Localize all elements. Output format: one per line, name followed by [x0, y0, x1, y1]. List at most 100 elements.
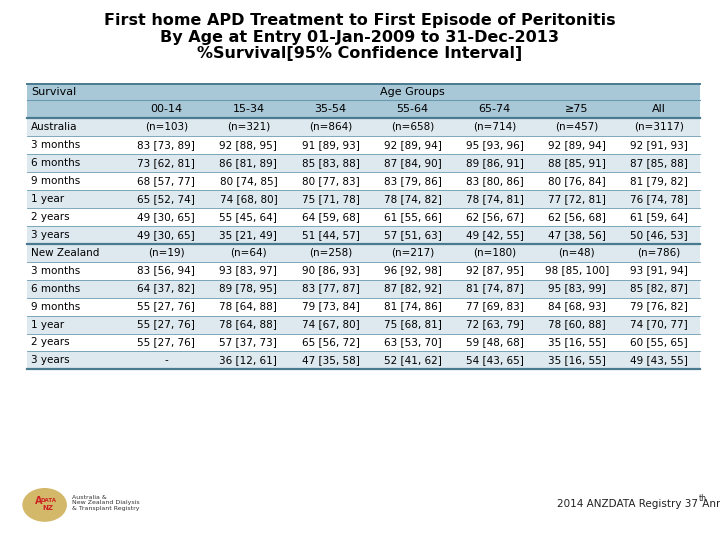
- Text: 00-14: 00-14: [150, 104, 182, 114]
- Text: 93 [91, 94]: 93 [91, 94]: [630, 266, 688, 275]
- Text: 35 [21, 49]: 35 [21, 49]: [220, 230, 277, 240]
- Text: (n=3117): (n=3117): [634, 122, 684, 132]
- Bar: [27, 207, 700, 226]
- Text: 95 [83, 99]: 95 [83, 99]: [548, 284, 606, 294]
- Bar: [27, 226, 700, 244]
- Text: 47 [35, 58]: 47 [35, 58]: [302, 355, 359, 366]
- Text: 55 [27, 76]: 55 [27, 76]: [138, 320, 195, 329]
- Text: 2 years: 2 years: [31, 212, 70, 221]
- Bar: [27, 84, 700, 100]
- Text: 96 [92, 98]: 96 [92, 98]: [384, 266, 441, 275]
- Text: 95 [93, 96]: 95 [93, 96]: [466, 140, 523, 150]
- Text: (n=457): (n=457): [555, 122, 598, 132]
- Text: (n=19): (n=19): [148, 247, 184, 258]
- Text: Australia: Australia: [31, 122, 78, 132]
- Text: 35-54: 35-54: [315, 104, 346, 114]
- Text: 73 [62, 81]: 73 [62, 81]: [138, 158, 195, 168]
- Text: 65-74: 65-74: [479, 104, 510, 114]
- Text: 87 [84, 90]: 87 [84, 90]: [384, 158, 441, 168]
- Text: (n=321): (n=321): [227, 122, 270, 132]
- Text: 61 [59, 64]: 61 [59, 64]: [630, 212, 688, 221]
- Text: (n=258): (n=258): [309, 247, 352, 258]
- Text: 50 [46, 53]: 50 [46, 53]: [630, 230, 688, 240]
- Bar: [27, 261, 700, 280]
- Text: 3 months: 3 months: [31, 266, 80, 275]
- Text: 83 [77, 87]: 83 [77, 87]: [302, 284, 359, 294]
- Text: 92 [87, 95]: 92 [87, 95]: [466, 266, 523, 275]
- Text: 2 years: 2 years: [31, 338, 70, 348]
- Text: By Age at Entry 01-Jan-2009 to 31-Dec-2013: By Age at Entry 01-Jan-2009 to 31-Dec-20…: [161, 30, 559, 45]
- Text: 62 [56, 67]: 62 [56, 67]: [466, 212, 523, 221]
- Text: 51 [44, 57]: 51 [44, 57]: [302, 230, 359, 240]
- Bar: [27, 172, 700, 190]
- Bar: [27, 154, 700, 172]
- Text: 89 [78, 95]: 89 [78, 95]: [220, 284, 277, 294]
- Text: 68 [57, 77]: 68 [57, 77]: [138, 176, 195, 186]
- Text: 74 [70, 77]: 74 [70, 77]: [630, 320, 688, 329]
- Text: 98 [85, 100]: 98 [85, 100]: [544, 266, 609, 275]
- Text: (n=180): (n=180): [473, 247, 516, 258]
- Text: 60 [55, 65]: 60 [55, 65]: [630, 338, 688, 348]
- Text: (n=714): (n=714): [473, 122, 516, 132]
- Text: 64 [59, 68]: 64 [59, 68]: [302, 212, 359, 221]
- Bar: [27, 136, 700, 154]
- Text: 47 [38, 56]: 47 [38, 56]: [548, 230, 606, 240]
- Text: 1 year: 1 year: [31, 194, 64, 204]
- Text: 59 [48, 68]: 59 [48, 68]: [466, 338, 523, 348]
- Text: 76 [74, 78]: 76 [74, 78]: [630, 194, 688, 204]
- Text: All: All: [652, 104, 666, 114]
- Text: (n=864): (n=864): [309, 122, 352, 132]
- Text: 61 [55, 66]: 61 [55, 66]: [384, 212, 441, 221]
- Text: 87 [82, 92]: 87 [82, 92]: [384, 284, 441, 294]
- Text: 79 [76, 82]: 79 [76, 82]: [630, 301, 688, 312]
- Text: Survival: Survival: [31, 87, 76, 97]
- Text: 6 months: 6 months: [31, 158, 80, 168]
- Text: th: th: [698, 494, 706, 503]
- Text: 81 [79, 82]: 81 [79, 82]: [630, 176, 688, 186]
- Text: Australia &: Australia &: [72, 495, 107, 500]
- Text: 55-64: 55-64: [397, 104, 428, 114]
- Text: 64 [37, 82]: 64 [37, 82]: [138, 284, 195, 294]
- Text: %Survival[95% Confidence Interval]: %Survival[95% Confidence Interval]: [197, 46, 523, 61]
- Text: DATA: DATA: [40, 498, 56, 503]
- Text: 55 [27, 76]: 55 [27, 76]: [138, 338, 195, 348]
- Text: (n=217): (n=217): [391, 247, 434, 258]
- Circle shape: [23, 489, 66, 521]
- Text: (n=658): (n=658): [391, 122, 434, 132]
- Text: 84 [68, 93]: 84 [68, 93]: [548, 301, 606, 312]
- Text: 85 [83, 88]: 85 [83, 88]: [302, 158, 359, 168]
- Text: 83 [56, 94]: 83 [56, 94]: [138, 266, 195, 275]
- Text: 57 [37, 73]: 57 [37, 73]: [220, 338, 277, 348]
- Text: 83 [73, 89]: 83 [73, 89]: [138, 140, 195, 150]
- Text: 49 [30, 65]: 49 [30, 65]: [138, 230, 195, 240]
- Text: (n=786): (n=786): [637, 247, 680, 258]
- Text: 88 [85, 91]: 88 [85, 91]: [548, 158, 606, 168]
- Text: & Transplant Registry: & Transplant Registry: [72, 505, 140, 511]
- Text: 78 [74, 81]: 78 [74, 81]: [466, 194, 523, 204]
- Bar: [27, 298, 700, 315]
- Text: 9 months: 9 months: [31, 301, 80, 312]
- Bar: [27, 118, 700, 136]
- Text: 52 [41, 62]: 52 [41, 62]: [384, 355, 441, 366]
- Text: 86 [81, 89]: 86 [81, 89]: [220, 158, 277, 168]
- Text: 3 years: 3 years: [31, 230, 70, 240]
- Text: 49 [30, 65]: 49 [30, 65]: [138, 212, 195, 221]
- Text: 81 [74, 87]: 81 [74, 87]: [466, 284, 523, 294]
- Text: (n=103): (n=103): [145, 122, 188, 132]
- Text: ≥75: ≥75: [565, 104, 588, 114]
- Text: Age Groups: Age Groups: [380, 87, 445, 97]
- Text: 85 [82, 87]: 85 [82, 87]: [630, 284, 688, 294]
- Text: New Zealand: New Zealand: [31, 247, 99, 258]
- Text: New Zealand Dialysis: New Zealand Dialysis: [72, 500, 140, 505]
- Bar: [27, 280, 700, 298]
- Bar: [27, 190, 700, 208]
- Text: 81 [74, 86]: 81 [74, 86]: [384, 301, 441, 312]
- Text: 92 [89, 94]: 92 [89, 94]: [384, 140, 441, 150]
- Bar: [27, 352, 700, 369]
- Text: 93 [83, 97]: 93 [83, 97]: [220, 266, 277, 275]
- Text: 91 [89, 93]: 91 [89, 93]: [302, 140, 359, 150]
- Text: 78 [74, 82]: 78 [74, 82]: [384, 194, 441, 204]
- Text: 63 [53, 70]: 63 [53, 70]: [384, 338, 441, 348]
- Text: 3 years: 3 years: [31, 355, 70, 366]
- Bar: [27, 315, 700, 334]
